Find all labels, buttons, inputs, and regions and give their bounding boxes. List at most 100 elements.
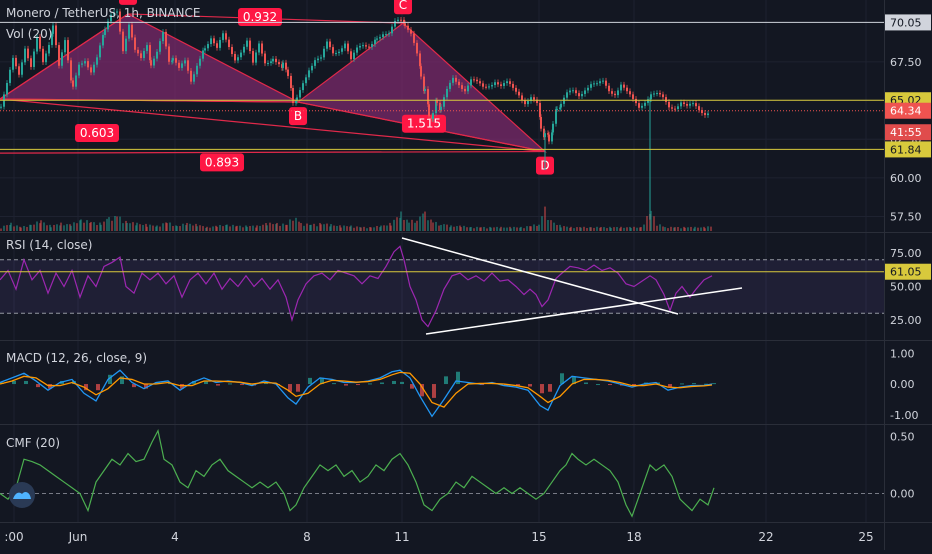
candle-body (556, 108, 558, 110)
pattern-point-marker[interactable] (289, 107, 307, 126)
ratio-label: 0.932 (243, 10, 277, 24)
candle-body (686, 103, 688, 106)
volume-bar (256, 225, 258, 231)
volume-bar (533, 224, 535, 231)
candle-body (51, 33, 53, 45)
ratio-marker[interactable] (238, 8, 282, 27)
candle-body (584, 90, 586, 94)
candle-body (338, 51, 340, 54)
volume-bar (175, 225, 177, 231)
volume-bar (96, 225, 98, 231)
volume-bar (609, 226, 611, 231)
candle-body (623, 84, 625, 88)
ratio-label: 1.515 (407, 117, 441, 131)
candle-body (70, 60, 72, 81)
pattern-point-marker[interactable] (394, 0, 412, 15)
candle-body (543, 128, 545, 138)
ratio-marker[interactable] (75, 124, 119, 143)
candle-body (113, 12, 115, 15)
volume-bar (46, 225, 48, 231)
level-price-tag[interactable] (885, 14, 931, 31)
volume-bar (63, 225, 65, 231)
volume-bar (309, 224, 311, 231)
level-price-tag[interactable] (885, 141, 931, 158)
macd-histogram-bar (120, 376, 124, 385)
candle-body (617, 90, 619, 96)
candle-body (455, 77, 457, 82)
candle-body (341, 48, 343, 52)
candle-body (302, 83, 304, 91)
macd-histogram-bar (24, 380, 28, 385)
candle-body (178, 62, 180, 68)
current-price-tag[interactable] (885, 102, 931, 119)
candle-body (202, 50, 204, 59)
macd-histogram-bar (288, 384, 292, 392)
candle-body (347, 43, 349, 52)
candle-body (172, 58, 174, 61)
volume-bar (550, 220, 552, 231)
candle-body (470, 79, 472, 86)
volume-bar (707, 226, 709, 231)
candle-body (376, 38, 378, 40)
volume-bar (89, 223, 91, 231)
candle-body (122, 31, 124, 52)
volume-bar (111, 220, 113, 231)
volume-bar (122, 223, 124, 231)
candle-body (107, 21, 109, 30)
volume-bars (0, 206, 712, 231)
volume-bar (593, 227, 595, 231)
macd-histogram-bar (400, 381, 404, 385)
volume-bar (276, 222, 278, 231)
volume-bar (667, 228, 669, 231)
volume-bar (156, 225, 158, 231)
price-axis[interactable]: :00Jun48111518222567.5065.0062.5060.0057… (4, 14, 931, 544)
ratio-marker[interactable] (402, 114, 446, 133)
volume-bar (690, 226, 692, 231)
volume-bar (166, 223, 168, 231)
candle-body (165, 31, 167, 47)
pattern-point-marker[interactable] (119, 0, 137, 5)
candle-body (252, 51, 254, 63)
macd-histogram-bar (540, 384, 544, 394)
volume-bar (330, 224, 332, 231)
candle-body (379, 37, 381, 39)
candle-body (555, 109, 557, 124)
volume-bar (259, 225, 261, 231)
candle-body (52, 25, 54, 34)
candle-body (650, 94, 652, 100)
macd-histogram-bar (584, 382, 588, 385)
candle-body (356, 47, 358, 53)
volume-bar (459, 225, 461, 231)
candle-body (413, 33, 415, 43)
volume-bar (670, 226, 672, 231)
volume-bar (446, 224, 448, 231)
volume-bar (239, 225, 241, 231)
candle-body (6, 82, 8, 95)
candle-body (540, 116, 542, 129)
candle-body (78, 64, 80, 76)
volume-bar (356, 226, 358, 231)
candle-body (488, 86, 490, 88)
candle-body (644, 102, 646, 106)
volume-bar (320, 224, 322, 231)
rsi-value-tag[interactable] (885, 263, 931, 280)
macd-histogram-bar (516, 384, 520, 386)
level-price-label: 61.84 (890, 143, 922, 156)
volume-bar (33, 224, 35, 231)
candle-body (290, 75, 292, 89)
volume-bar (199, 225, 201, 231)
candle-body (692, 103, 694, 105)
volume-bar (510, 228, 512, 231)
candle-body (365, 45, 367, 47)
volume-bar (119, 216, 121, 231)
volume-bar (503, 227, 505, 231)
candle-body (552, 123, 554, 133)
candle-body (680, 102, 682, 107)
current-price-tag[interactable] (885, 124, 931, 141)
ratio-marker[interactable] (200, 153, 244, 172)
volume-bar (286, 224, 288, 231)
price-tick-label: 57.50 (890, 211, 922, 224)
